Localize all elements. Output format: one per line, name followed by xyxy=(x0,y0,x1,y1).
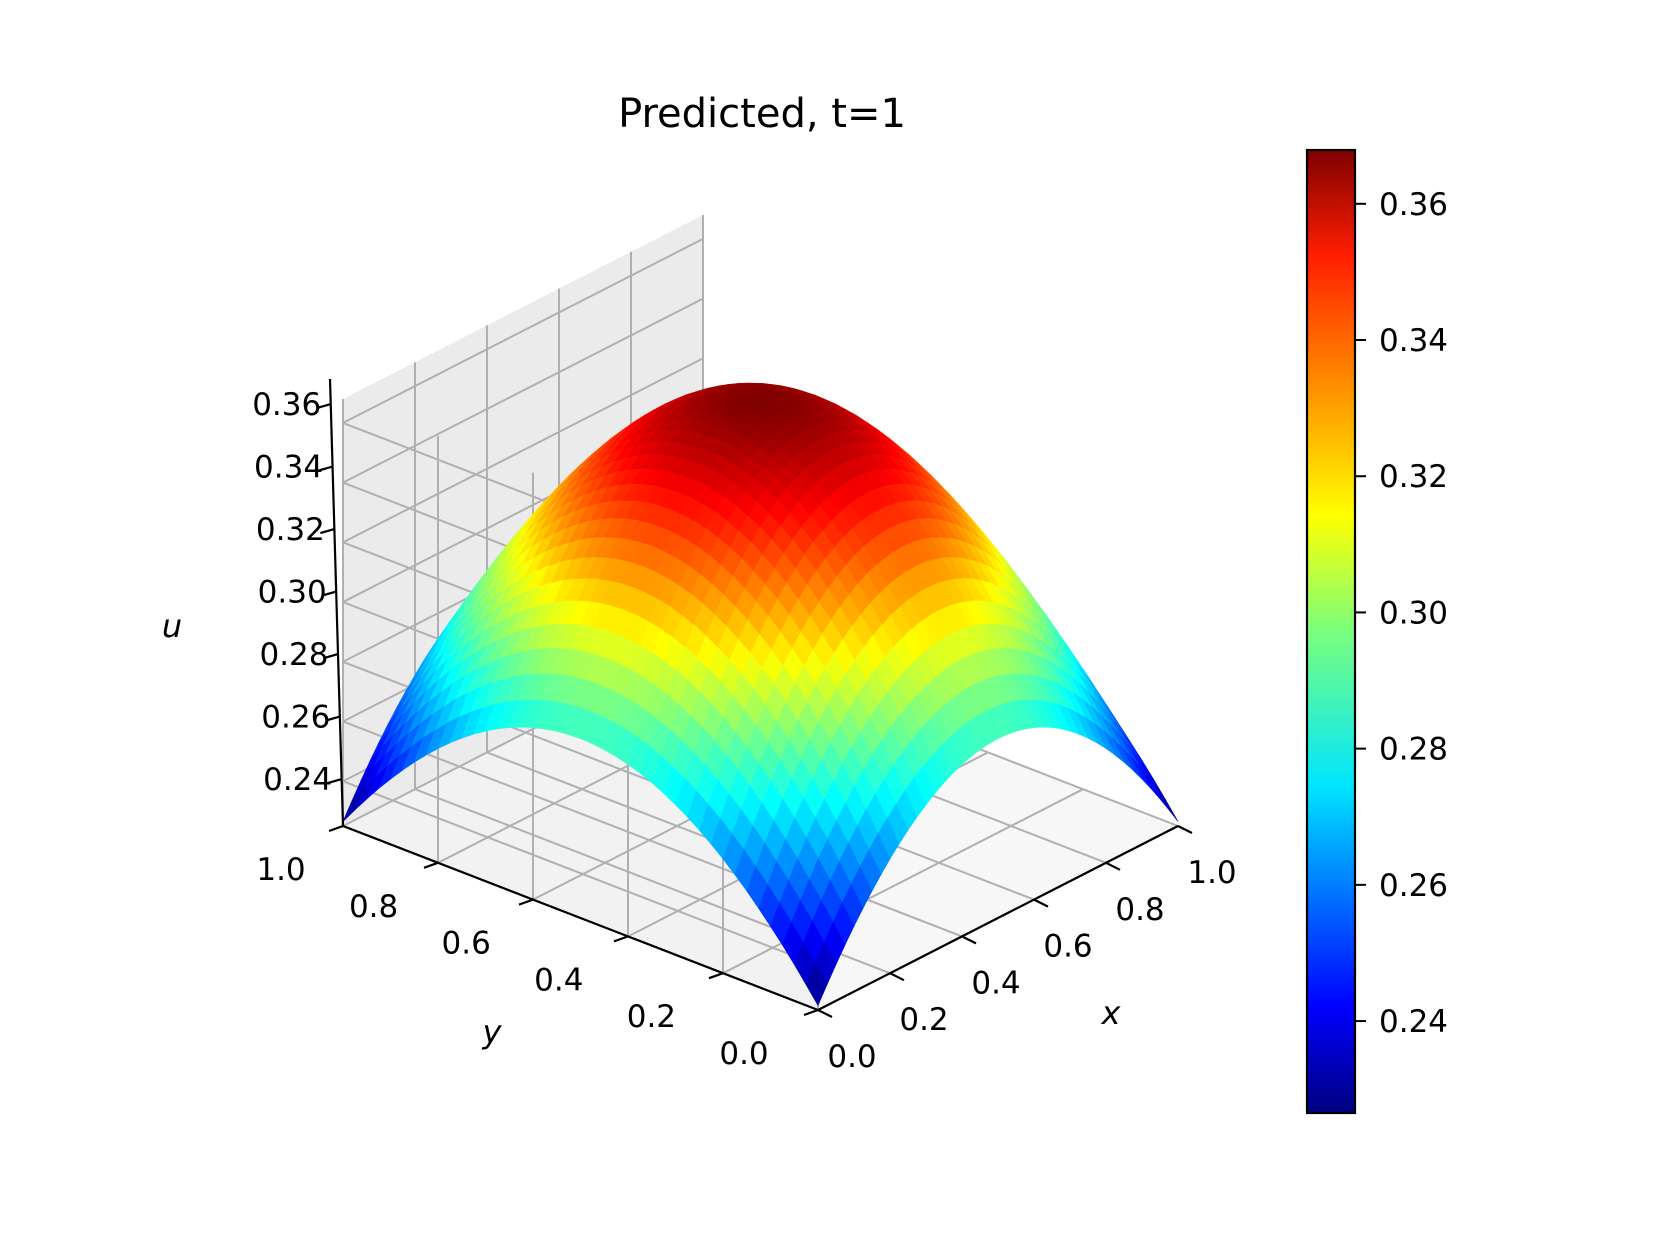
z-tick-label: 0.26 xyxy=(261,700,330,736)
x-axis-label: x xyxy=(1101,994,1122,1032)
surface-facet xyxy=(1138,765,1161,800)
colorbar: 0.24 0.26 0.28 0.30 0.32 0.34 0.36 xyxy=(1305,148,1448,1115)
y-tick-mark xyxy=(613,935,629,943)
x-tick-label: 0.0 xyxy=(827,1039,876,1075)
z-tick-label: 0.34 xyxy=(254,450,323,486)
y-tick-mark xyxy=(328,824,344,833)
x-tick-mark xyxy=(1177,825,1193,834)
colorbar-tick-label: 0.36 xyxy=(1379,187,1448,223)
y-tick-label: 0.0 xyxy=(719,1036,768,1072)
z-tick-label: 0.30 xyxy=(258,575,327,611)
y-tick-label: 0.2 xyxy=(627,999,676,1035)
y-axis-label: y xyxy=(482,1013,503,1051)
colorbar-tick-label: 0.28 xyxy=(1379,732,1448,768)
tick-labels: 0.0 0.2 0.4 0.6 0.8 1.0 0.0 0.2 0.4 0.6 0.8 1.0 0.24… xyxy=(252,387,1236,1075)
y-tick-label: 1.0 xyxy=(256,852,305,888)
surface-plot xyxy=(342,382,1179,1007)
x-tick-mark xyxy=(1033,898,1049,908)
x-tick-mark xyxy=(817,1009,833,1018)
x-tick-label: 0.4 xyxy=(971,965,1020,1001)
colorbar-tick-label: 0.34 xyxy=(1379,323,1448,359)
x-tick-label: 0.8 xyxy=(1115,892,1164,928)
z-tick-mark xyxy=(321,590,337,597)
surface-facet xyxy=(1147,776,1170,811)
wall-grid-z xyxy=(342,237,704,424)
y-tick-label: 0.8 xyxy=(349,889,398,925)
axis-lines xyxy=(316,378,1193,1018)
z-tick-label: 0.24 xyxy=(263,762,332,798)
wall-grid-z xyxy=(342,780,819,967)
x-axis-line xyxy=(817,825,1179,1011)
x-tick-label: 0.2 xyxy=(899,1002,948,1038)
colorbar-bar xyxy=(1305,148,1357,1115)
z-tick-mark xyxy=(325,715,341,722)
wall-grid-z xyxy=(342,297,704,484)
y-tick-mark xyxy=(803,1008,819,1017)
y-tick-label: 0.4 xyxy=(534,962,583,998)
y-tick-mark xyxy=(518,898,534,906)
z-tick-mark xyxy=(320,527,335,535)
surface-facet xyxy=(1156,788,1179,822)
x-tick-mark xyxy=(889,972,905,982)
z-axis-label: u xyxy=(162,607,182,645)
x-tick-mark xyxy=(1105,861,1121,871)
colorbar-tick-label: 0.30 xyxy=(1379,595,1448,631)
chart-title: Predicted, t=1 xyxy=(618,91,906,137)
z-tick-mark xyxy=(316,402,332,410)
y-tick-mark xyxy=(423,861,439,869)
z-tick-mark xyxy=(318,465,333,472)
wall-grid-z xyxy=(342,357,704,544)
surface-facet xyxy=(805,962,828,1007)
colorbar-tick-label: 0.26 xyxy=(1379,868,1448,904)
colorbar-tick-label: 0.24 xyxy=(1379,1004,1448,1040)
z-tick-label: 0.28 xyxy=(259,637,328,673)
colorbar-tick-label: 0.32 xyxy=(1379,459,1448,495)
y-tick-mark xyxy=(708,972,724,980)
z-tick-mark xyxy=(327,778,342,785)
z-tick-mark xyxy=(323,653,339,660)
y-axis-line xyxy=(342,824,819,1012)
z-axis-line xyxy=(328,378,345,827)
y-tick-label: 0.6 xyxy=(442,926,491,962)
x-tick-mark xyxy=(961,935,977,945)
x-tick-label: 1.0 xyxy=(1187,855,1236,891)
z-tick-label: 0.32 xyxy=(256,512,325,548)
x-tick-label: 0.6 xyxy=(1043,929,1092,965)
z-tick-label: 0.36 xyxy=(252,387,321,423)
